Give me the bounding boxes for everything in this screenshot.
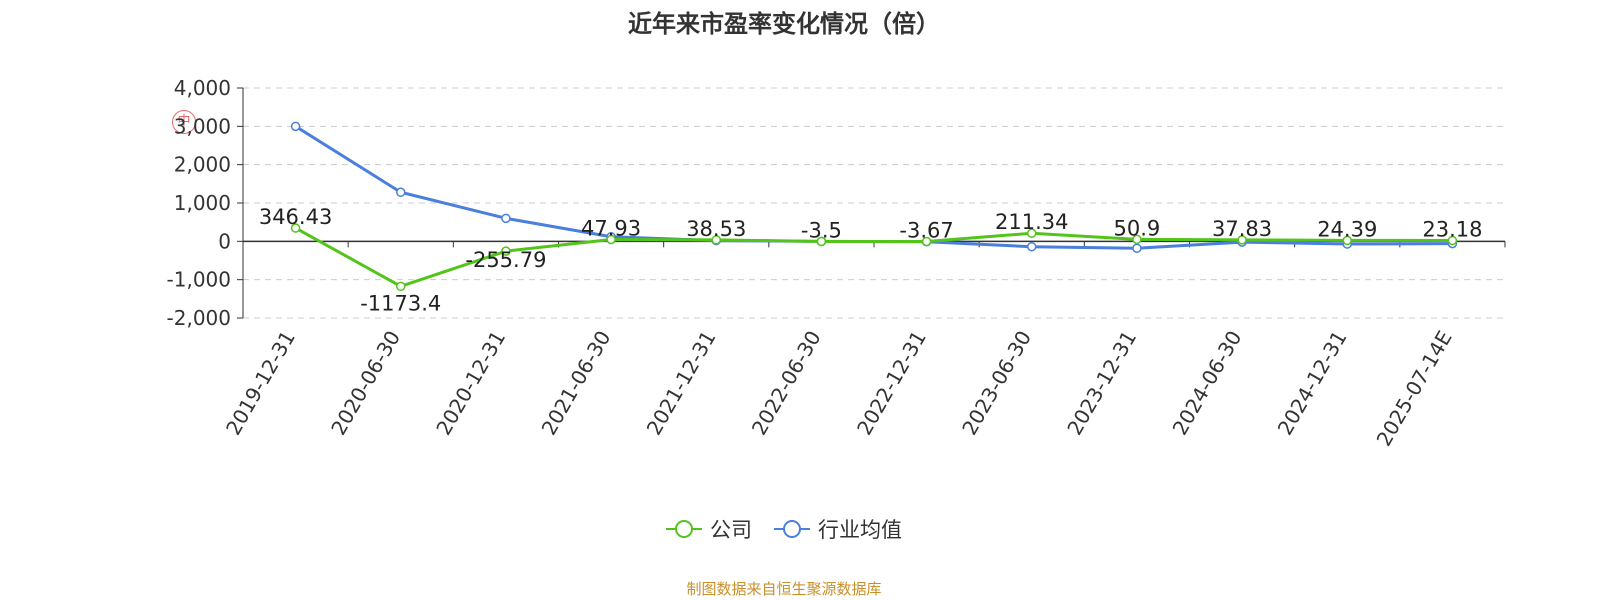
data-label: 23.18 — [1422, 217, 1482, 241]
data-label: -3.5 — [801, 218, 842, 242]
axis-layer: 4,000 3,000 2,000 1,000 0 -1,000 -2,0002019-12… — [167, 76, 1506, 451]
legend-line-marker-icon — [666, 520, 702, 538]
data-label: 211.34 — [995, 210, 1068, 234]
data-point — [606, 234, 616, 245]
data-label: -1173.4 — [360, 291, 441, 315]
data-label: 50.9 — [1114, 216, 1161, 240]
data-point — [1027, 228, 1037, 238]
source-note: 制图数据来自恒生聚源数据库 — [686, 580, 882, 598]
series-line-company — [294, 226, 1453, 288]
x-tick-label: 2020-12-31 — [431, 326, 510, 439]
data-point — [290, 223, 301, 233]
legend-item-company[interactable]: 公司 — [666, 514, 752, 544]
series-layer — [290, 121, 1458, 292]
data-point — [501, 246, 511, 256]
data-label: 47.93 — [581, 216, 641, 240]
y-tick-label: -2,000 — [167, 306, 231, 330]
data-point — [396, 187, 406, 198]
y-tick-label: -1,000 — [167, 268, 231, 292]
data-point — [1027, 241, 1037, 252]
x-tick-label: 2024-06-30 — [1168, 327, 1247, 440]
x-tick-label: 2021-06-30 — [537, 327, 616, 440]
y-tick-label: 2,000 — [174, 153, 231, 177]
x-tick-label: 2023-12-31 — [1062, 327, 1141, 440]
x-tick-label: 2023-06-30 — [957, 327, 1036, 440]
data-label: -255.79 — [465, 248, 546, 272]
data-point — [1342, 235, 1352, 246]
watermark-seal-icon: 中 — [172, 110, 196, 134]
chart-title: 近年来市盈率变化情况（倍） — [628, 10, 940, 38]
data-point — [1447, 235, 1458, 246]
x-tick-label: 2025-07-14E — [1372, 327, 1457, 451]
data-point — [290, 121, 301, 132]
data-point — [1237, 235, 1247, 245]
y-tick-label: 0 — [218, 229, 231, 253]
data-label: -3.67 — [899, 218, 953, 242]
x-tick-label: 2021-12-31 — [642, 327, 721, 440]
data-point — [921, 236, 932, 247]
legend-label-industry: 行业均值 — [818, 518, 902, 542]
legend: 公司 行业均值 — [0, 514, 1568, 544]
x-tick-label: 2020-06-30 — [326, 327, 405, 440]
data-label: 37.83 — [1212, 217, 1272, 241]
data-label-layer: 346.43 -1173.4 -255.79 47.93 38.53 -3.5 -3.67 2… — [259, 205, 1483, 315]
legend-line-marker-icon — [774, 520, 810, 538]
data-label: 346.43 — [259, 205, 332, 229]
y-tick-label: 4,000 — [174, 76, 231, 100]
x-tick-label: 2022-12-31 — [852, 326, 931, 439]
legend-label-company: 公司 — [710, 518, 752, 542]
x-tick-label: 2022-06-30 — [747, 327, 826, 440]
data-point — [501, 213, 511, 224]
series-line-industry — [294, 125, 1453, 250]
grid-layer — [243, 87, 1505, 319]
data-label: 24.39 — [1317, 217, 1377, 241]
data-point — [816, 236, 827, 247]
y-tick-label: 3,000 — [174, 114, 231, 138]
x-tick-label: 2019-12-31 — [221, 327, 300, 440]
data-label: 38.53 — [686, 217, 746, 241]
data-point — [1132, 234, 1142, 245]
data-point — [1132, 243, 1142, 253]
legend-item-industry[interactable]: 行业均值 — [774, 514, 902, 544]
x-tick-label: 2024-12-31 — [1273, 327, 1352, 440]
y-tick-label: 1,000 — [174, 191, 231, 215]
data-point — [711, 235, 721, 245]
data-point — [396, 281, 406, 292]
